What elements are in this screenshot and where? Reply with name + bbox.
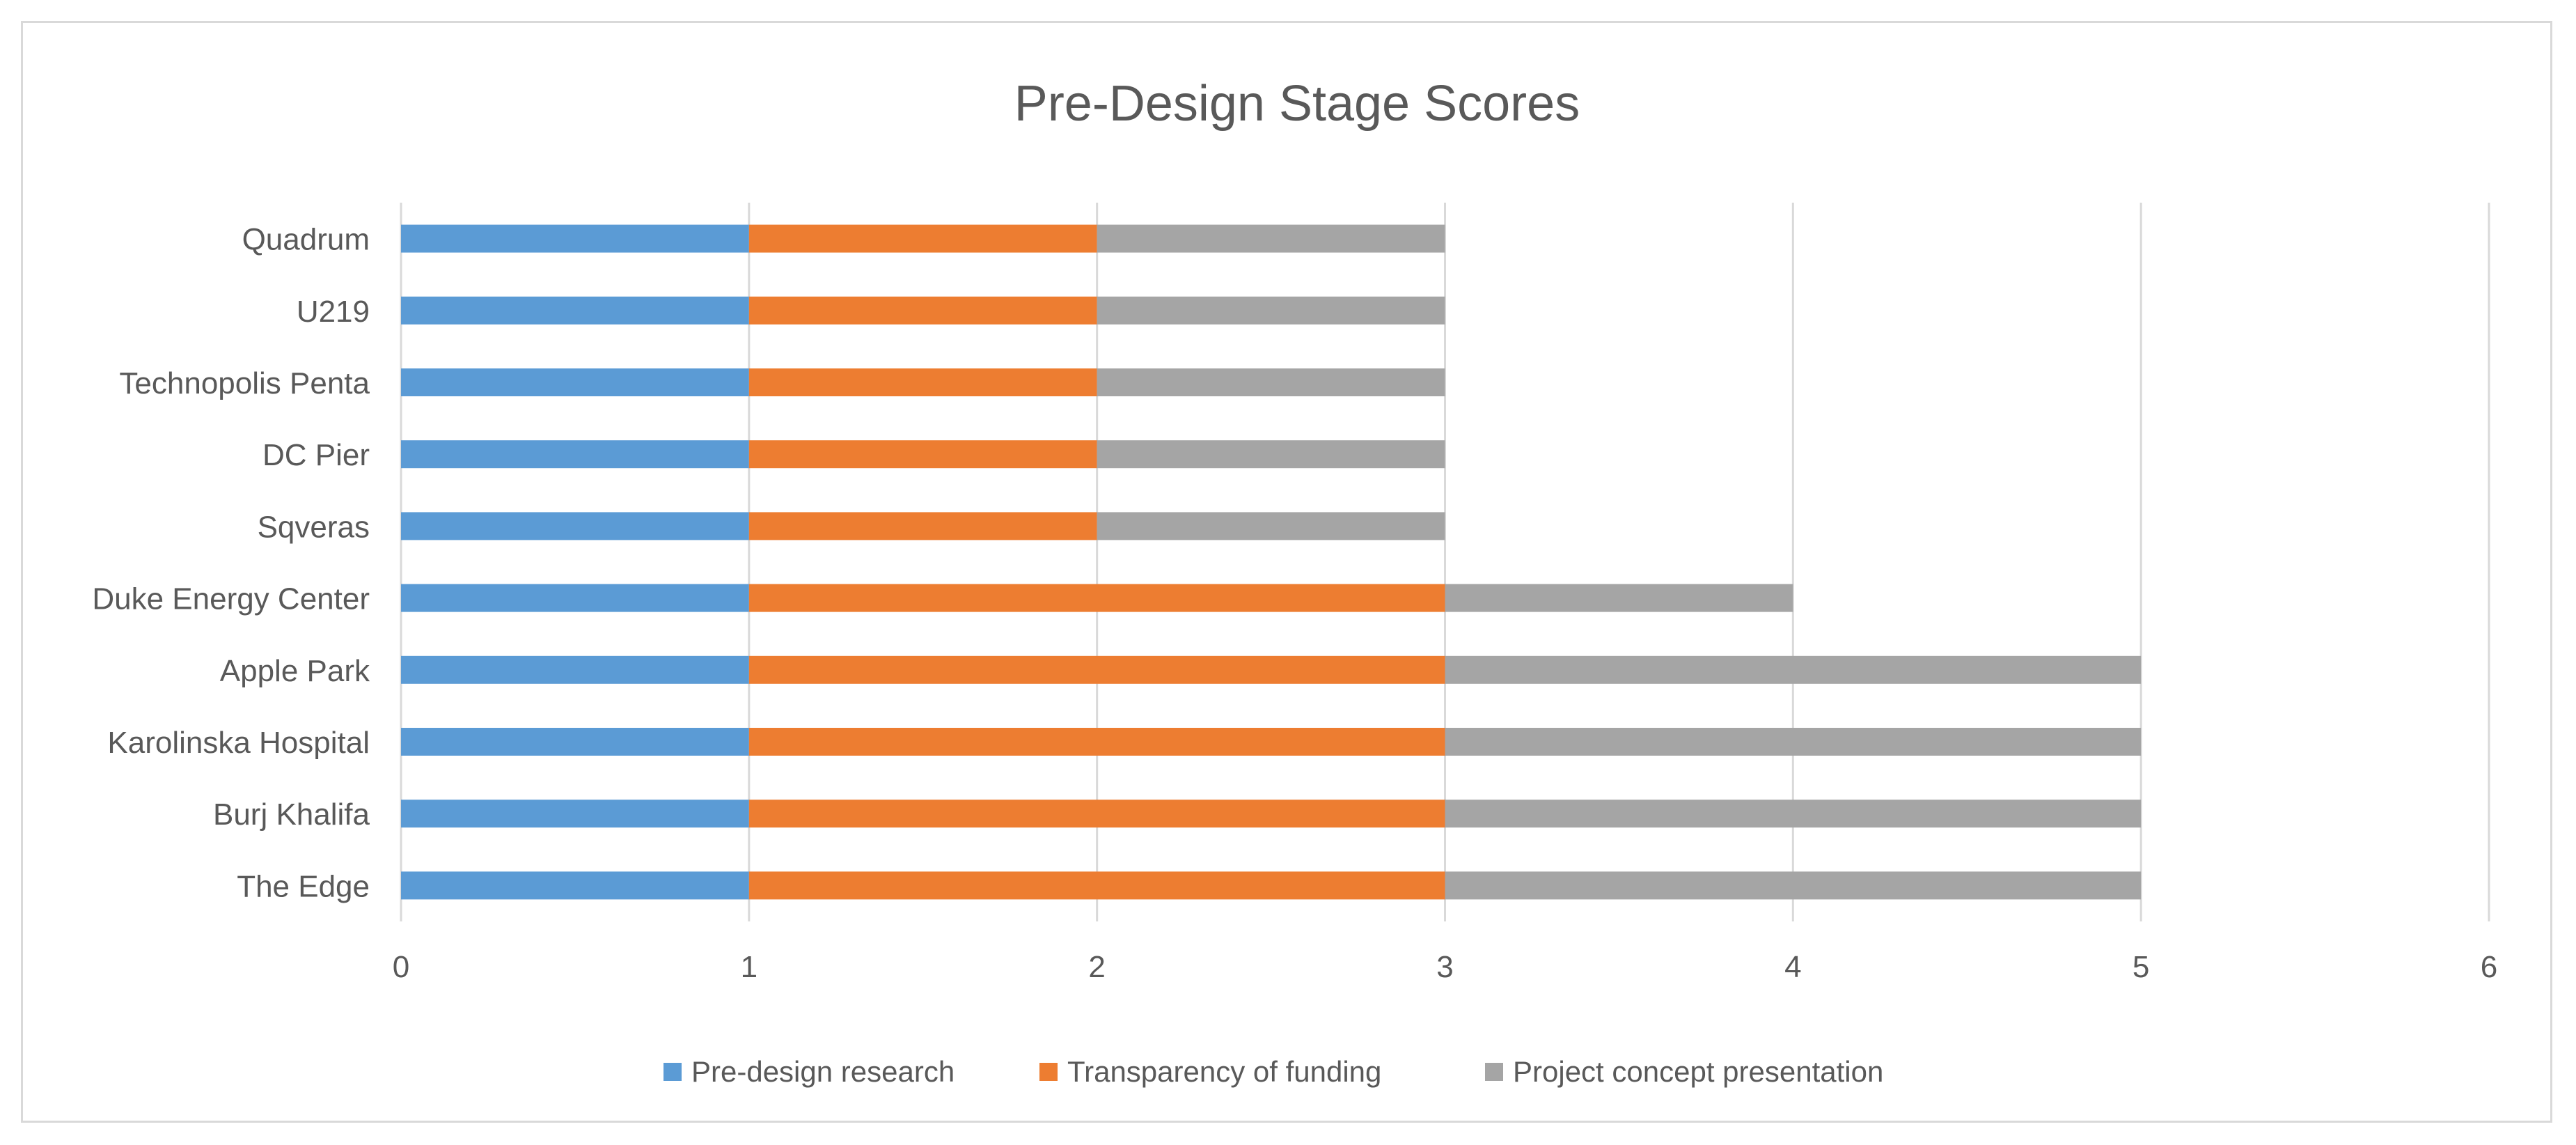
chart-frame: Pre-Design Stage Scores 0 1 2 3 4 5 6 The Edge… <box>21 21 2552 1123</box>
bar-segment <box>748 584 1445 612</box>
bar-segment <box>748 512 1097 540</box>
x-tick-label: 5 <box>2133 950 2149 984</box>
category-label: DC Pier <box>262 438 370 472</box>
bar-segment <box>401 368 749 396</box>
x-tick-label: 3 <box>1436 950 1453 984</box>
bar-segment <box>1097 224 1445 253</box>
category-label: The Edge <box>237 869 370 903</box>
legend-swatch <box>663 1063 682 1081</box>
legend-label: Pre-design research <box>691 1055 955 1088</box>
bar-segment <box>401 871 749 900</box>
bar-segment <box>1445 655 2142 684</box>
bar-segment <box>401 512 749 540</box>
bar-segment <box>401 224 749 253</box>
category-label: Sqveras <box>258 510 370 544</box>
category-labels: The Edge Burj Khalifa Karolinska Hospital A… <box>92 223 370 904</box>
bar-segment <box>401 440 749 469</box>
category-label: Karolinska Hospital <box>107 726 370 760</box>
category-label: Apple Park <box>220 654 370 688</box>
bar-segment <box>1097 440 1445 469</box>
category-label: U219 <box>297 295 370 329</box>
legend-label: Transparency of funding <box>1067 1055 1381 1088</box>
bar-segment <box>401 728 749 756</box>
bar-segment <box>1445 728 2142 756</box>
legend: Pre-design research Transparency of fundi… <box>663 1055 1883 1088</box>
bar-segment <box>401 296 749 325</box>
bar-segment <box>748 368 1097 396</box>
bar-segment <box>748 871 1445 900</box>
bars <box>401 224 2142 900</box>
chart-title: Pre-Design Stage Scores <box>1014 76 1580 132</box>
x-tick-label: 0 <box>393 950 409 984</box>
bar-segment <box>401 800 749 828</box>
category-label: Burj Khalifa <box>213 797 370 832</box>
bar-segment <box>1445 800 2142 828</box>
chart-svg: Pre-Design Stage Scores 0 1 2 3 4 5 6 The Edge… <box>92 76 2497 1088</box>
legend-label: Project concept presentation <box>1513 1055 1883 1088</box>
bar-segment <box>1445 584 1793 612</box>
category-label: Technopolis Penta <box>119 366 370 400</box>
bar-segment <box>401 584 749 612</box>
legend-swatch <box>1039 1063 1058 1081</box>
x-tick-label: 1 <box>741 950 757 984</box>
category-label: Quadrum <box>242 223 370 257</box>
bar-segment <box>748 296 1097 325</box>
bar-segment <box>748 800 1445 828</box>
bar-segment <box>1097 368 1445 396</box>
x-axis-ticks: 0 1 2 3 4 5 6 <box>393 950 2497 984</box>
category-label: Duke Energy Center <box>92 582 370 616</box>
bar-segment <box>748 440 1097 469</box>
bar-segment <box>748 655 1445 684</box>
bar-segment <box>401 655 749 684</box>
bar-segment <box>1445 871 2142 900</box>
bar-segment <box>1097 296 1445 325</box>
x-tick-label: 6 <box>2481 950 2497 984</box>
x-tick-label: 4 <box>1784 950 1801 984</box>
bar-segment <box>748 728 1445 756</box>
legend-swatch <box>1485 1063 1503 1081</box>
bar-segment <box>748 224 1097 253</box>
bar-segment <box>1097 512 1445 540</box>
x-tick-label: 2 <box>1088 950 1105 984</box>
